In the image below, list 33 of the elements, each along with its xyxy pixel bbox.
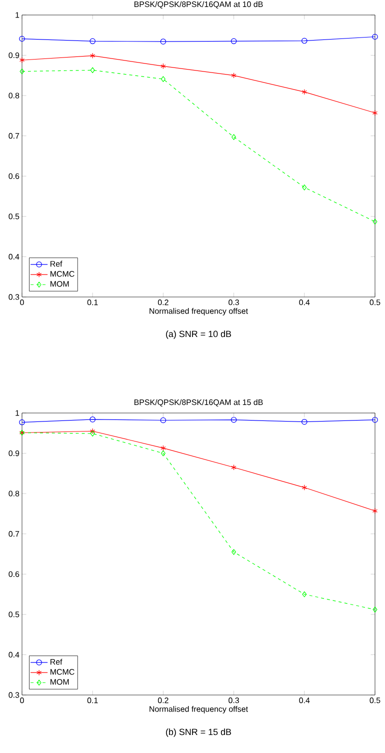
point bbox=[232, 134, 236, 140]
point bbox=[230, 38, 237, 44]
point bbox=[90, 52, 96, 59]
point bbox=[160, 38, 166, 44]
point bbox=[372, 416, 378, 423]
point bbox=[90, 38, 96, 44]
text: (a) SNR = 10 dB bbox=[166, 330, 232, 339]
point bbox=[301, 418, 308, 425]
point bbox=[160, 76, 166, 82]
point bbox=[19, 419, 25, 426]
point bbox=[302, 591, 307, 598]
point bbox=[160, 63, 166, 70]
point bbox=[90, 67, 95, 74]
point bbox=[90, 416, 96, 422]
point bbox=[231, 464, 236, 470]
point bbox=[230, 416, 237, 423]
point bbox=[90, 428, 96, 434]
point bbox=[372, 606, 378, 612]
point bbox=[232, 549, 236, 555]
point bbox=[372, 34, 378, 40]
point bbox=[302, 484, 307, 490]
point bbox=[90, 430, 95, 436]
point bbox=[19, 36, 25, 42]
point bbox=[301, 38, 308, 44]
point bbox=[302, 89, 307, 95]
text: (b) SNR = 15 dB bbox=[166, 728, 232, 737]
point bbox=[231, 72, 236, 78]
point bbox=[20, 68, 24, 74]
point bbox=[302, 184, 307, 190]
point bbox=[160, 450, 166, 456]
point bbox=[160, 417, 166, 424]
point bbox=[372, 218, 378, 225]
point bbox=[160, 445, 166, 451]
